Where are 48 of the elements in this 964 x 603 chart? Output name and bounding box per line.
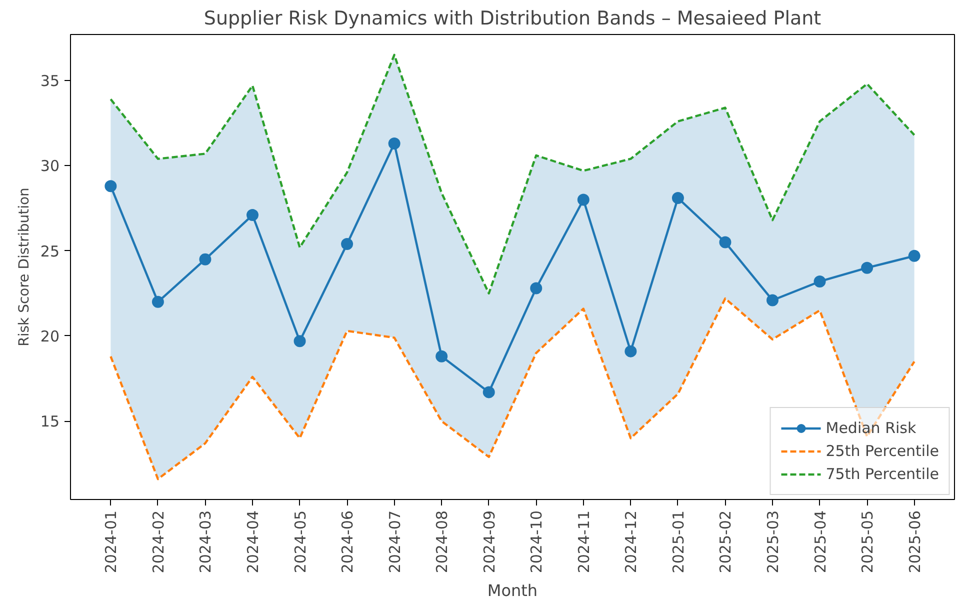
point <box>814 275 826 288</box>
point <box>388 138 400 150</box>
x-tick-label: 2024-09 <box>480 510 498 574</box>
point <box>624 345 637 358</box>
legend-label: 25th Percentile <box>826 442 939 460</box>
point <box>577 194 590 206</box>
point <box>294 335 306 348</box>
x-tick-label: 2025-01 <box>669 510 688 574</box>
point <box>861 262 874 274</box>
x-tick-label: 2024-01 <box>102 510 120 574</box>
x-tick-label: 2025-06 <box>906 510 924 574</box>
point <box>719 236 732 248</box>
point <box>672 192 684 204</box>
point <box>341 238 354 250</box>
chart-title: Supplier Risk Dynamics with Distribution Bands – Mesaieed Plant <box>204 8 822 30</box>
x-tick-label: 2024-10 <box>528 510 546 574</box>
x-tick-label: 2024-12 <box>622 510 640 574</box>
x-tick-label: 2024-08 <box>433 510 452 574</box>
point <box>766 294 778 306</box>
x-tick-label: 2025-05 <box>858 510 877 574</box>
y-tick-label: 30 <box>40 157 60 176</box>
x-tick-label: 2024-02 <box>149 510 168 574</box>
legend-label: Median Risk <box>826 419 916 437</box>
point <box>152 296 164 308</box>
x-tick-label: 2025-02 <box>716 510 735 574</box>
point <box>530 282 542 294</box>
point <box>482 386 495 398</box>
x-tick-label: 2024-03 <box>196 510 215 574</box>
x-tick-label: 2024-06 <box>338 510 357 574</box>
x-axis-title: Month <box>487 581 538 600</box>
line-series <box>110 54 916 294</box>
y-tick-label: 25 <box>40 242 60 260</box>
x-tick-label: 2024-11 <box>574 510 593 574</box>
point <box>199 253 212 266</box>
y-tick-label: 35 <box>40 72 60 90</box>
y-tick-label: 20 <box>40 327 60 346</box>
point <box>908 250 920 262</box>
point <box>104 180 117 192</box>
x-tick-label: 2025-03 <box>764 510 782 574</box>
y-axis-title: Risk Score Distribution <box>16 188 32 346</box>
x-tick-label: 2024-07 <box>386 510 404 574</box>
x-tick-label: 2024-04 <box>244 510 262 574</box>
point <box>246 209 258 222</box>
x-tick-label: 2025-04 <box>811 510 830 574</box>
x-tick-label: 2024-05 <box>291 510 310 574</box>
point <box>436 350 448 362</box>
y-tick-label: 15 <box>40 412 60 431</box>
legend-label: 75th Percentile <box>826 465 939 483</box>
